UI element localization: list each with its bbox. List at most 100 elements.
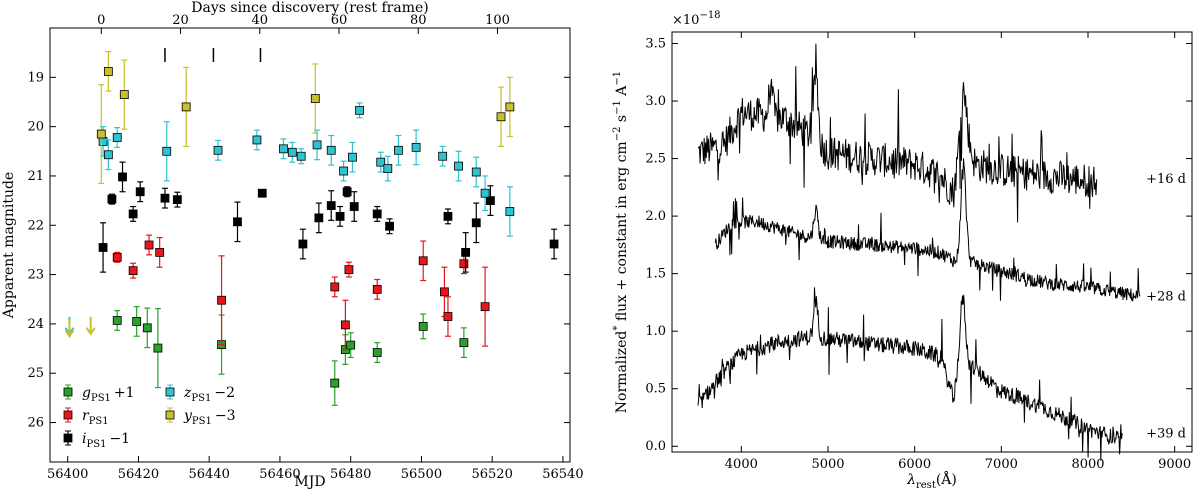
marker xyxy=(335,211,345,221)
marker xyxy=(112,252,122,262)
marker xyxy=(376,157,386,167)
data-point-g xyxy=(372,342,382,363)
marker xyxy=(296,151,306,161)
data-point-r xyxy=(330,276,340,298)
data-point-i xyxy=(471,202,481,244)
data-point-g xyxy=(459,327,469,359)
data-point-g xyxy=(112,309,122,331)
marker xyxy=(411,142,421,152)
marker xyxy=(144,240,154,250)
marker xyxy=(119,90,129,99)
top-tick-label: 80 xyxy=(410,13,427,28)
data-point-y xyxy=(310,63,320,134)
marker xyxy=(372,209,382,219)
x-tick-label: 9000 xyxy=(1158,457,1191,472)
legend-label: gPS1 +1 xyxy=(82,385,135,404)
marker xyxy=(348,152,357,162)
x-tick-label: 6000 xyxy=(898,457,931,472)
data-point-z xyxy=(103,139,113,171)
data-point-z xyxy=(112,127,122,148)
marker xyxy=(418,321,428,331)
marker xyxy=(103,67,113,76)
legend-suffix: PS1 xyxy=(91,393,111,404)
data-point-y xyxy=(496,86,506,147)
data-point-i xyxy=(486,185,495,217)
marker xyxy=(443,211,453,221)
spectrum-line xyxy=(697,43,1098,223)
x-tick-label: 7000 xyxy=(985,457,1018,472)
marker xyxy=(344,265,354,275)
marker xyxy=(153,343,163,353)
y-tick-label: 21 xyxy=(27,169,44,184)
marker xyxy=(314,213,324,223)
marker xyxy=(339,166,349,176)
legend-marker xyxy=(63,410,73,420)
data-point-i xyxy=(549,228,559,260)
marker xyxy=(549,239,559,249)
data-point-i xyxy=(298,228,308,260)
data-point-y xyxy=(96,84,106,184)
spectra-axes-frame xyxy=(671,31,1193,453)
data-point-r xyxy=(144,234,154,256)
epoch-label: +39 d xyxy=(1146,427,1186,442)
spectra-x-axis-label: λrest(Å) xyxy=(906,470,957,491)
marker xyxy=(279,144,288,154)
marker xyxy=(96,129,106,139)
data-point-r xyxy=(372,278,382,300)
x-tick-label: 56400 xyxy=(47,467,88,482)
data-point-z xyxy=(383,155,393,182)
x-tick-label: 4000 xyxy=(725,457,758,472)
legend-offset: +1 xyxy=(114,385,135,401)
marker xyxy=(310,94,320,103)
marker xyxy=(98,243,108,252)
top-tick-label: 20 xyxy=(172,13,189,28)
light-curve-y-ticks: 19 20 21 22 23 24 25 26 xyxy=(27,70,570,431)
marker xyxy=(372,284,382,294)
data-point-z xyxy=(394,134,403,166)
data-point-z xyxy=(376,151,386,173)
y-tick-label: 3.5 xyxy=(645,37,666,52)
legend-marker xyxy=(63,433,73,443)
data-point-g xyxy=(346,332,356,359)
spectra-lines xyxy=(697,43,1141,461)
marker xyxy=(135,187,145,197)
data-point-r xyxy=(443,296,453,337)
legend-suffix: PS1 xyxy=(191,393,211,404)
x-tick-label: 8000 xyxy=(1071,457,1104,472)
y-tick-label: 22 xyxy=(27,218,44,233)
light-curve-top-ticks: 0 20 40 60 80 100 xyxy=(97,13,510,34)
data-point-i xyxy=(326,190,336,221)
upper-limit-arrow xyxy=(85,316,96,336)
data-point-i xyxy=(314,202,324,234)
legend-label: rPS1 xyxy=(82,408,109,427)
legend-offset: −1 xyxy=(109,431,130,447)
data-point-i xyxy=(128,205,138,222)
marker xyxy=(438,151,448,161)
marker xyxy=(257,188,267,198)
spectrum-line xyxy=(714,158,1141,302)
data-point-g xyxy=(330,360,340,406)
marker xyxy=(128,266,138,276)
legend-marker xyxy=(165,410,175,420)
data-point-r xyxy=(112,251,122,263)
marker xyxy=(112,316,122,325)
data-point-z xyxy=(287,141,297,163)
upper-limit-arrow xyxy=(64,319,75,339)
spectra-y-ticks: 0.0 0.5 1.0 1.5 2.0 2.5 3.0 3.5 xyxy=(645,37,1192,454)
x-tick-label: 56540 xyxy=(542,467,583,482)
spectrum-line xyxy=(697,287,1123,461)
top-tick-label: 0 xyxy=(97,13,105,28)
x-tick-label: 56480 xyxy=(330,467,371,482)
x-tick-label: 5000 xyxy=(811,457,844,472)
data-point-z xyxy=(348,141,357,173)
data-point-r xyxy=(418,240,428,282)
data-point-i xyxy=(349,191,359,222)
x-tick-label: 56520 xyxy=(471,467,512,482)
marker xyxy=(471,218,481,228)
marker xyxy=(480,188,490,198)
legend-band: y xyxy=(183,408,193,424)
data-point-z xyxy=(213,139,223,161)
marker xyxy=(162,146,172,156)
data-point-z xyxy=(252,129,262,151)
data-point-z xyxy=(296,148,306,165)
